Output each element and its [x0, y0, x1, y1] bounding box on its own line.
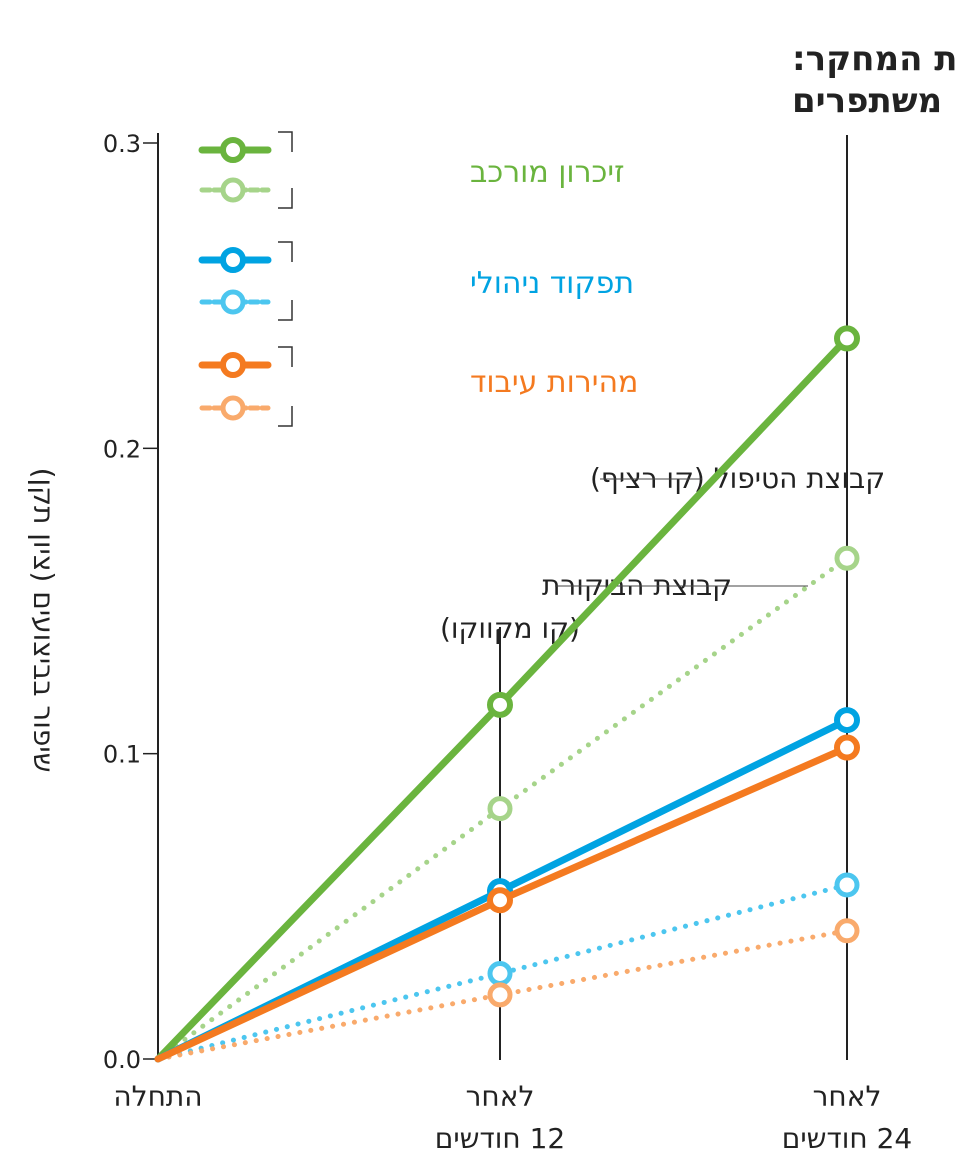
legend-marker: [220, 177, 246, 203]
annotation-control-line2: (קו מקווקו): [440, 612, 580, 645]
legend-marker: [220, 395, 246, 421]
legend-marker: [220, 352, 246, 378]
y-tick-label: 0.3: [103, 130, 141, 158]
y-tick-label: 0.1: [103, 741, 141, 769]
data-point: [834, 734, 860, 761]
chart-title-line1: תוצאות המחקר:: [792, 39, 960, 79]
legend-marker: [220, 137, 246, 163]
x-tick-label-line2: 24 חודשים: [782, 1122, 912, 1155]
chart-title: תוצאות המחקר: משתפרים: [792, 39, 960, 121]
legend-label: זיכרון מורכב: [470, 155, 624, 190]
y-tick-label: 0.0: [103, 1046, 141, 1074]
legend-marker: [220, 289, 246, 315]
data-point: [834, 545, 860, 571]
data-point: [834, 325, 860, 352]
data-point: [487, 961, 513, 987]
data-point: [834, 872, 860, 898]
x-tick-label: לאחר: [813, 1080, 882, 1113]
data-point: [834, 918, 860, 944]
data-point: [487, 691, 513, 718]
x-tick-label: התחלה: [113, 1080, 202, 1113]
data-point: [487, 887, 513, 914]
y-axis-label: שיפור בביצועים (ציון תקן): [27, 468, 60, 773]
legend-marker: [220, 247, 246, 273]
data-point: [487, 982, 513, 1008]
x-tick-label: לאחר: [466, 1080, 535, 1113]
legend-bracket: [278, 241, 293, 321]
legend-label: מהירות עיבוד: [470, 365, 638, 400]
chart-title-line2: משתפרים: [792, 81, 942, 121]
legend-label: תפקוד ניהולי: [470, 266, 634, 301]
y-tick-label: 0.2: [103, 435, 141, 463]
legend-bracket: [278, 346, 293, 427]
data-point: [834, 707, 860, 734]
legend-bracket: [278, 131, 293, 209]
data-point: [487, 796, 513, 822]
x-tick-label-line2: 12 חודשים: [435, 1122, 565, 1155]
